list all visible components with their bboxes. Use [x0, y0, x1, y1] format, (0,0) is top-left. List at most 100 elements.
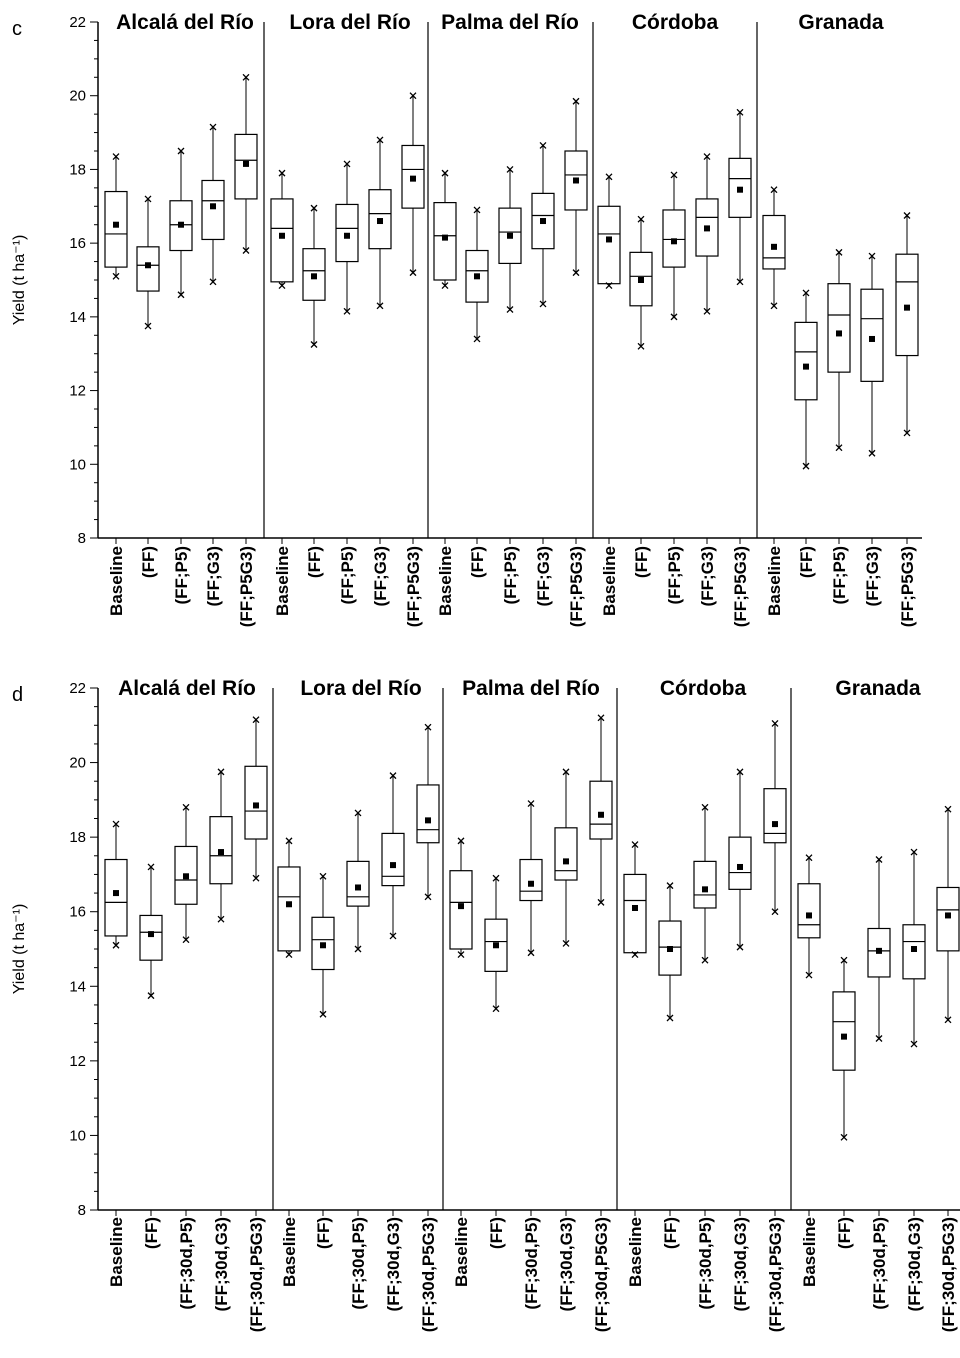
- iqr-box: [433, 202, 457, 281]
- min-marker: [441, 282, 449, 289]
- max-marker: [771, 719, 779, 727]
- min-marker: [144, 322, 152, 330]
- mean-marker: [377, 218, 383, 225]
- site-label: Granada: [798, 11, 884, 34]
- category-label: (FF;30d,G3): [212, 1217, 231, 1311]
- min-marker: [252, 874, 260, 882]
- mean-marker: [803, 363, 809, 370]
- max-marker: [473, 206, 481, 214]
- iqr-box: [794, 321, 818, 401]
- iqr-box: [902, 924, 926, 980]
- min-marker: [319, 1010, 327, 1018]
- max-marker: [944, 805, 952, 813]
- iqr-box: [860, 288, 884, 382]
- mean-marker: [806, 912, 812, 919]
- category-label: (FF;30d,P5G3): [247, 1217, 266, 1332]
- mean-marker: [320, 942, 326, 949]
- category-label: (FF;P5G3): [731, 546, 750, 627]
- min-marker: [736, 943, 744, 951]
- iqr-box: [895, 253, 919, 357]
- max-marker: [310, 204, 318, 212]
- category-label: Baseline: [107, 546, 126, 616]
- mean-marker: [667, 946, 673, 952]
- category-label: (FF;30d,P5): [522, 1217, 541, 1310]
- iqr-box: [244, 765, 268, 840]
- panel-label: d: [12, 684, 23, 706]
- max-marker: [343, 160, 351, 168]
- min-marker: [343, 307, 351, 315]
- iqr-box: [763, 788, 787, 844]
- min-marker: [409, 269, 417, 277]
- min-marker: [666, 1014, 674, 1022]
- category-label: (FF;30d,P5): [870, 1217, 889, 1310]
- mean-marker: [113, 890, 119, 897]
- category-label: (FF;30d,G3): [731, 1217, 750, 1311]
- max-marker: [177, 147, 185, 155]
- max-marker: [242, 73, 250, 81]
- site-label: Palma del Río: [462, 677, 600, 700]
- iqr-box: [335, 203, 359, 263]
- mean-marker: [113, 221, 119, 228]
- y-tick-label: 22: [69, 14, 86, 31]
- iqr-box: [465, 249, 489, 303]
- max-marker: [670, 171, 678, 179]
- y-tick-label: 20: [69, 88, 86, 105]
- min-marker: [112, 272, 120, 280]
- mean-marker: [869, 335, 875, 342]
- iqr-box: [449, 870, 473, 950]
- site-label: Alcalá del Río: [116, 11, 254, 34]
- category-label: Baseline: [280, 1217, 299, 1287]
- mean-marker: [702, 886, 708, 893]
- min-marker: [177, 291, 185, 299]
- mean-marker: [243, 160, 249, 167]
- iqr-box: [234, 133, 258, 200]
- category-label: (FF;G3): [371, 546, 390, 606]
- y-tick-label: 18: [69, 161, 86, 178]
- max-marker: [770, 186, 778, 194]
- y-tick-label: 14: [69, 309, 86, 326]
- max-marker: [736, 768, 744, 776]
- category-label: (FF): [835, 1217, 854, 1249]
- max-marker: [802, 289, 810, 297]
- iqr-box: [484, 918, 508, 972]
- y-tick-label: 20: [69, 755, 86, 772]
- max-marker: [666, 882, 674, 890]
- min-marker: [506, 306, 514, 313]
- mean-marker: [474, 273, 480, 280]
- min-marker: [539, 300, 547, 308]
- max-marker: [278, 169, 286, 177]
- iqr-box: [728, 836, 752, 890]
- site-label: Granada: [835, 677, 921, 700]
- iqr-box: [346, 860, 370, 907]
- mean-marker: [772, 821, 778, 828]
- category-label: (FF;30d,G3): [384, 1217, 403, 1311]
- iqr-box: [136, 246, 160, 292]
- max-marker: [441, 169, 449, 177]
- max-marker: [539, 142, 547, 149]
- max-marker: [209, 123, 217, 131]
- min-marker: [770, 302, 778, 310]
- max-marker: [805, 854, 813, 862]
- min-marker: [562, 939, 570, 947]
- max-marker: [637, 215, 645, 223]
- site-label: Alcalá del Río: [118, 677, 256, 700]
- min-marker: [354, 945, 362, 953]
- category-label: (FF;30d,P5): [696, 1217, 715, 1310]
- category-label: Baseline: [436, 546, 455, 616]
- min-marker: [670, 313, 678, 321]
- mean-marker: [771, 243, 777, 250]
- mean-marker: [286, 901, 292, 908]
- min-marker: [147, 992, 155, 1000]
- mean-marker: [632, 904, 638, 911]
- y-tick-label: 16: [69, 904, 86, 921]
- max-marker: [840, 956, 848, 964]
- category-label: (FF;G3): [863, 546, 882, 606]
- mean-marker: [493, 942, 499, 949]
- max-marker: [506, 165, 514, 173]
- min-marker: [376, 302, 384, 310]
- max-marker: [457, 837, 465, 845]
- mean-marker: [145, 262, 151, 269]
- category-label: (FF;30d,P5): [177, 1217, 196, 1310]
- min-marker: [473, 335, 481, 343]
- mean-marker: [671, 238, 677, 245]
